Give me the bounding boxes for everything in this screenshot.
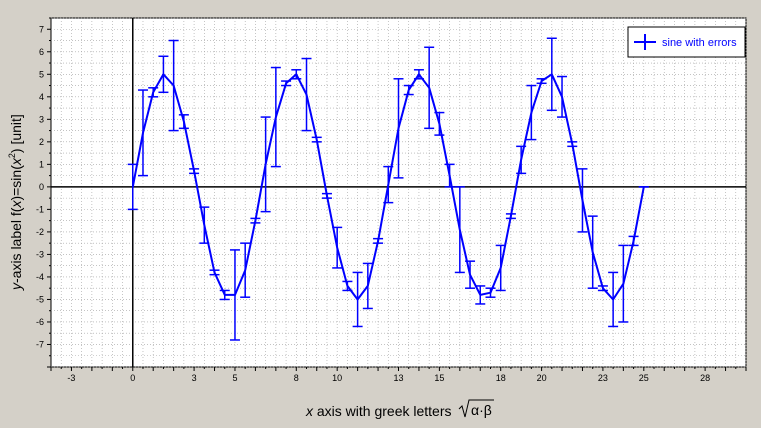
errorbar-point	[403, 84, 414, 96]
errorbar-point	[475, 285, 486, 305]
errorbar-point	[505, 213, 516, 220]
errorbar-point	[158, 55, 169, 94]
errorbar-point	[383, 165, 394, 204]
y-axis-title-part: -axis label f(	[8, 207, 24, 283]
errorbar-point	[587, 215, 598, 289]
x-tick-label: 3	[192, 373, 197, 383]
x-tick-label: 23	[598, 373, 608, 383]
y-tick-label: 3	[39, 114, 44, 124]
errorbar-point	[260, 116, 271, 213]
errorbar-point	[332, 226, 343, 269]
x-axis-title-sqrt-arg: α·β	[471, 402, 492, 418]
y-axis-title: y-axis label f(x)=sin(x2) [unit]	[7, 114, 24, 291]
ticks: -3 0 3 5 8 10 13 15 18 20 23 25 2876543210-1-2-3-4-5…	[36, 17, 747, 383]
x-tick-label: 25	[639, 373, 649, 383]
x-tick-label: 5	[232, 373, 237, 383]
x-axis-title-italic-x: x	[305, 403, 314, 419]
errorbar-point	[240, 242, 251, 298]
y-tick-label: 5	[39, 69, 44, 79]
y-axis-title-italic-y: y	[8, 282, 24, 291]
legend-series-label: sine with errors	[662, 37, 737, 49]
errorbar-point	[281, 80, 292, 87]
x-axis-title-text: axis with greek letters	[313, 403, 452, 419]
y-axis-title-italic-x2: x	[8, 157, 24, 166]
errorbar-point	[189, 168, 200, 175]
x-tick-label: -3	[67, 373, 75, 383]
errorbar-point	[301, 57, 312, 132]
errorbar-point	[618, 244, 629, 323]
y-tick-label: -4	[36, 272, 44, 282]
x-tick-label: 8	[294, 373, 299, 383]
errorbar-point	[178, 114, 189, 130]
errorbar-point	[424, 46, 435, 130]
y-axis-title-part2: )=sin(	[8, 165, 24, 201]
x-tick-label: 10	[332, 373, 342, 383]
x-tick-label: 18	[496, 373, 506, 383]
errorbar-point	[209, 269, 220, 276]
errorbar-point	[342, 280, 353, 292]
errorbar-point	[465, 260, 476, 289]
errorbar-point	[557, 75, 568, 118]
y-axis-title-superscript: 2	[7, 153, 17, 158]
y-tick-label: 7	[39, 24, 44, 34]
y-tick-label: -7	[36, 339, 44, 349]
errorbar-point	[270, 66, 281, 168]
errorbar-point	[393, 78, 404, 179]
errorbar-point	[628, 235, 639, 247]
series-sine-with-errors	[127, 37, 649, 341]
errorbar-point	[526, 84, 537, 141]
errorbar-point	[168, 39, 179, 132]
errorbar-point	[495, 244, 506, 292]
y-tick-label: -3	[36, 249, 44, 259]
errorbar-point	[546, 37, 557, 112]
errorbar-point	[352, 271, 363, 328]
x-axis-title: x axis with greek letters	[305, 403, 452, 419]
errorbar-point	[444, 163, 455, 188]
y-tick-label: -6	[36, 317, 44, 327]
errorbar-point	[137, 89, 148, 177]
errorbar-point	[199, 206, 210, 244]
errorbar-point	[454, 186, 465, 274]
errorbar-point	[434, 111, 445, 136]
x-tick-label: 13	[393, 373, 403, 383]
y-tick-label: -1	[36, 204, 44, 214]
y-axis-title-part3: ) [unit]	[8, 114, 24, 153]
x-tick-label: 20	[537, 373, 547, 383]
errorbar-point	[321, 192, 332, 199]
errorbar-point	[373, 237, 384, 244]
x-tick-label: 0	[130, 373, 135, 383]
errorbar-point	[127, 163, 138, 211]
y-tick-label: 2	[39, 137, 44, 147]
errorbar-point	[229, 249, 240, 341]
errorbar-point	[516, 145, 527, 175]
x-tick-label: 15	[434, 373, 444, 383]
y-tick-label: 0	[39, 182, 44, 192]
x-tick-label: 28	[700, 373, 710, 383]
y-tick-label: -5	[36, 294, 44, 304]
y-tick-label: 4	[39, 92, 44, 102]
errorbar-point	[311, 136, 322, 143]
errorbar-point	[577, 168, 588, 233]
errorbar-point	[362, 262, 373, 310]
x-axis-title-sqrt-sign	[458, 399, 494, 418]
errorbar-point	[250, 217, 261, 224]
y-tick-label: -2	[36, 227, 44, 237]
y-tick-label: 1	[39, 159, 44, 169]
errorbar-point	[148, 87, 159, 98]
errorbar-point	[567, 141, 578, 148]
y-tick-label: 6	[39, 47, 44, 57]
errorbar-point	[536, 78, 547, 85]
errorbar-point	[219, 289, 230, 301]
errorbar-point	[413, 69, 424, 80]
errorbar-point	[485, 287, 496, 298]
y-axis-title-italic-x1: x	[8, 200, 24, 209]
errorbar-point	[291, 69, 302, 80]
legend[interactable]: sine with errors	[627, 26, 746, 58]
errorbar-point	[597, 285, 608, 292]
errorbar-point	[608, 271, 619, 328]
